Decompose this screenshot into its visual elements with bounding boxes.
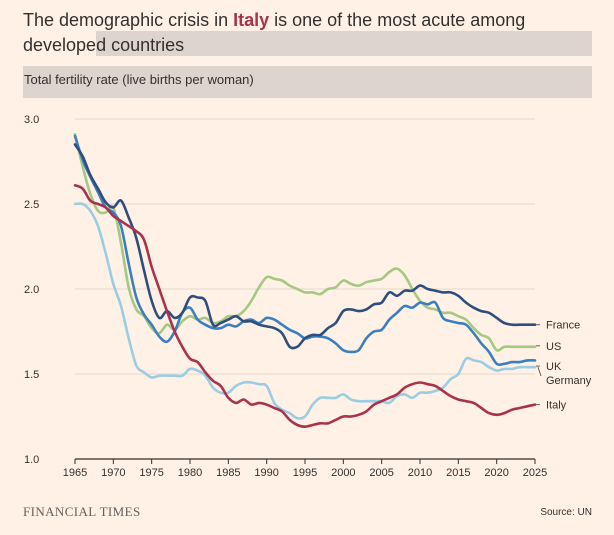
- series-lines: [73, 133, 537, 428]
- series-label-us: US: [546, 341, 561, 353]
- series-line-france: [73, 143, 537, 350]
- title-text-after: is one of the most acute among developed…: [23, 10, 526, 55]
- x-tick-label: 2025: [523, 467, 547, 479]
- x-tick-label: 1985: [216, 467, 240, 479]
- chart-subtitle: Total fertility rate (live births per wo…: [24, 72, 254, 87]
- y-tick-label: 1.5: [24, 369, 39, 381]
- series-line-germany: [73, 202, 537, 420]
- ft-logo: FINANCIAL TIMES: [23, 504, 141, 519]
- gridlines: [75, 118, 535, 375]
- label-leader-germany: [537, 367, 542, 377]
- x-tick-label: 1975: [139, 467, 163, 479]
- series-line-us: [73, 133, 537, 352]
- x-tick-label: 1970: [101, 467, 125, 479]
- title-highlight-band: [96, 31, 592, 56]
- series-label-uk: UK: [546, 361, 562, 373]
- y-tick-label: 2.5: [24, 199, 39, 211]
- x-tick-label: 2000: [331, 467, 355, 479]
- x-tick-label: 1980: [178, 467, 202, 479]
- series-label-germany: Germany: [546, 375, 592, 387]
- subtitle-band: [23, 66, 592, 98]
- x-tick-label: 2005: [369, 467, 393, 479]
- axes: 1.0 1.5 2.0 2.5 3.0 1965 1970 1975 1980 1985 1990 1…: [24, 114, 547, 479]
- chart-title: The demographic crisis in Italy is one o…: [23, 8, 603, 58]
- x-tick-label: 2015: [446, 467, 470, 479]
- title-text-before: The demographic crisis in: [23, 10, 234, 30]
- x-tick-label: 1995: [293, 467, 317, 479]
- x-tick-label: 1965: [63, 467, 87, 479]
- y-tick-label: 3.0: [24, 114, 39, 126]
- source-note: Source: UN: [540, 507, 592, 518]
- series-labels: France US UK Germany Italy: [536, 320, 592, 412]
- x-tick-label: 2010: [408, 467, 432, 479]
- x-tick-label: 1990: [254, 467, 278, 479]
- y-tick-label: 2.0: [24, 284, 39, 296]
- series-label-france: France: [546, 320, 580, 332]
- series-label-italy: Italy: [546, 400, 567, 412]
- series-line-italy: [73, 184, 537, 428]
- title-highlight-italy: Italy: [233, 10, 270, 30]
- x-tick-label: 2020: [484, 467, 508, 479]
- y-tick-label: 1.0: [24, 454, 39, 466]
- series-line-uk: [73, 134, 537, 367]
